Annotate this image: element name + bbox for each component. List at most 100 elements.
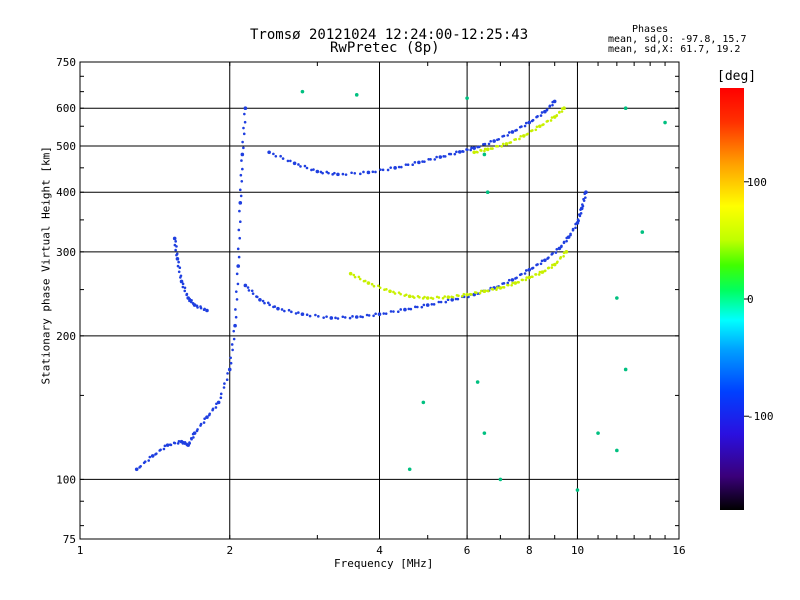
data-point — [497, 137, 501, 141]
data-point — [457, 294, 460, 298]
data-point — [362, 170, 365, 174]
data-point — [381, 168, 385, 172]
data-point — [300, 89, 305, 94]
data-point — [407, 294, 412, 299]
data-point — [396, 310, 400, 313]
data-point — [386, 168, 390, 172]
data-point — [379, 168, 382, 171]
data-point — [476, 150, 479, 154]
data-point — [504, 142, 509, 146]
data-point — [551, 252, 554, 255]
data-point — [237, 228, 241, 232]
data-point — [263, 301, 266, 305]
data-point — [240, 159, 243, 162]
data-point — [531, 266, 535, 270]
data-point — [526, 132, 530, 136]
data-point — [165, 443, 170, 447]
x-tick-label: 4 — [376, 544, 383, 557]
data-point — [188, 441, 191, 444]
x-axis-label: Frequency [MHz] — [334, 557, 434, 570]
data-point — [393, 292, 397, 295]
data-point — [420, 305, 424, 309]
data-point — [258, 297, 262, 302]
data-point — [491, 147, 494, 150]
data-point — [496, 144, 500, 148]
data-point — [236, 247, 240, 251]
data-point — [366, 281, 371, 285]
data-point — [219, 396, 223, 400]
stats-x-mode: mean, sd,X: 61.7, 19.2 — [608, 44, 741, 55]
data-point — [540, 111, 544, 114]
y-tick-label: 75 — [63, 533, 76, 546]
data-point — [239, 173, 243, 177]
data-point — [515, 128, 518, 132]
data-point — [199, 306, 203, 310]
data-point — [219, 392, 223, 396]
data-point — [501, 142, 505, 146]
data-point — [325, 315, 328, 318]
data-point — [482, 152, 487, 157]
data-point — [560, 110, 564, 113]
data-point — [560, 107, 564, 110]
data-point — [312, 168, 315, 171]
data-point — [520, 125, 523, 128]
data-point — [297, 311, 300, 314]
data-point — [223, 382, 226, 385]
data-point — [407, 467, 412, 472]
data-point — [139, 464, 142, 468]
data-point — [422, 303, 426, 307]
data-point — [581, 203, 584, 206]
data-point — [321, 171, 324, 175]
data-point — [191, 301, 195, 305]
chart-title-line1: Tromsø 20121024 12:24:00-12:25:43 — [250, 27, 529, 43]
data-point — [404, 293, 408, 297]
data-point — [173, 441, 177, 445]
data-point — [527, 268, 532, 272]
data-point — [433, 158, 437, 161]
data-point — [261, 299, 265, 303]
data-point — [435, 155, 438, 159]
data-point — [542, 123, 545, 126]
data-point — [177, 440, 181, 443]
data-point — [247, 289, 251, 292]
data-point — [525, 276, 528, 279]
data-point — [444, 300, 448, 304]
data-point — [354, 315, 359, 319]
data-point — [523, 124, 527, 128]
x-tick-label: 8 — [526, 544, 533, 557]
y-tick-label: 750 — [56, 56, 76, 69]
data-point — [472, 292, 476, 297]
data-point — [432, 303, 436, 306]
data-point — [550, 116, 554, 119]
data-point — [334, 316, 337, 320]
data-point — [148, 455, 152, 459]
data-point — [280, 308, 284, 311]
data-point — [539, 114, 543, 117]
data-point — [502, 286, 506, 289]
data-point — [393, 166, 397, 170]
data-point — [367, 314, 371, 317]
data-point — [371, 170, 375, 174]
data-point — [492, 139, 496, 143]
data-point — [350, 171, 353, 175]
y-tick-label: 100 — [56, 473, 76, 486]
data-point — [584, 196, 587, 199]
data-point — [242, 132, 246, 136]
data-point — [465, 96, 469, 100]
data-point — [163, 444, 167, 448]
data-point — [513, 281, 518, 285]
data-point — [374, 170, 377, 174]
data-point — [341, 172, 345, 176]
data-point — [191, 432, 195, 436]
data-point — [372, 284, 376, 288]
data-point — [317, 315, 320, 318]
data-point — [239, 220, 242, 224]
data-point — [250, 289, 254, 293]
data-point — [343, 316, 347, 319]
data-point — [354, 93, 359, 97]
data-point — [211, 407, 215, 411]
data-point — [524, 269, 528, 272]
data-point — [226, 372, 229, 375]
data-point — [374, 312, 377, 316]
y-tick-label: 400 — [56, 186, 76, 199]
